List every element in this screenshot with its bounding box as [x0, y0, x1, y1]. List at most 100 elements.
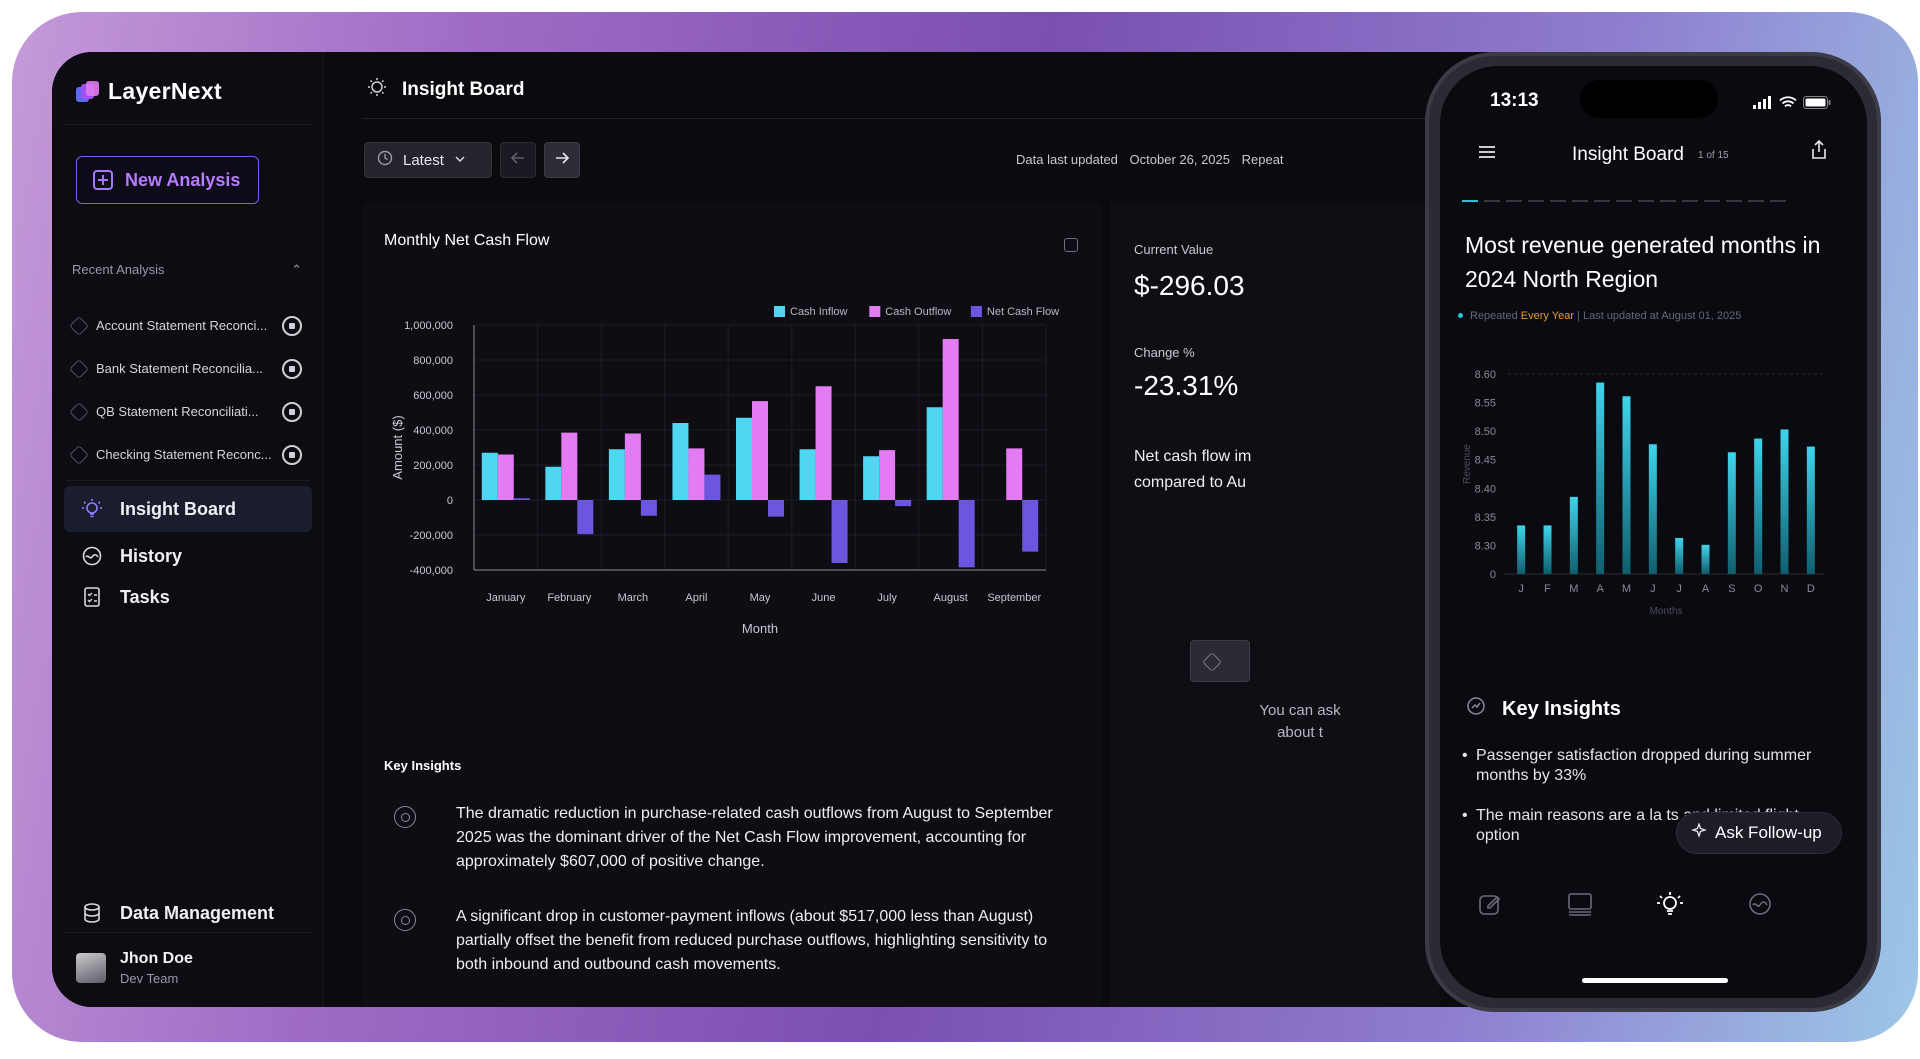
y-tick-label: 400,000	[413, 425, 453, 437]
nav-label: Data Management	[120, 902, 275, 923]
recent-item-label: Checking Statement Reconc...	[96, 447, 272, 462]
nav-insight-board[interactable]: Insight Board	[64, 486, 312, 532]
bar	[1701, 544, 1710, 574]
tab-insight-board[interactable]	[1650, 886, 1690, 926]
bar-cash-outflow	[561, 432, 578, 500]
new-analysis-button[interactable]: New Analysis	[76, 156, 259, 204]
wifi-icon	[1779, 96, 1797, 114]
insight-icon	[394, 909, 416, 931]
updated-date: October 26, 2025	[1129, 152, 1230, 167]
stop-icon[interactable]	[282, 401, 302, 422]
x-tick-label: May	[750, 592, 771, 604]
version-select[interactable]: Latest	[364, 142, 492, 178]
bar-net-cash-flow	[1022, 500, 1039, 552]
stop-icon[interactable]	[282, 358, 302, 379]
x-tick-label: F	[1544, 583, 1551, 595]
progress-segment	[1682, 200, 1698, 202]
bar-net-cash-flow	[958, 500, 975, 568]
x-tick-label: M	[1569, 583, 1578, 595]
user-profile[interactable]: Jhon Doe Dev Team	[76, 950, 193, 986]
chart-title: Monthly Net Cash Flow	[384, 232, 550, 249]
x-tick-label: August	[934, 592, 968, 604]
bar-cash-inflow	[863, 456, 880, 500]
progress-segment	[1594, 200, 1610, 202]
sparkle-icon	[1202, 652, 1222, 672]
x-axis-label: Months	[1650, 606, 1683, 617]
chevron-up-icon: ⌃	[291, 262, 302, 277]
stop-icon[interactable]	[282, 444, 302, 465]
ask-hint-line: about t	[1277, 724, 1323, 741]
recent-item[interactable]: Account Statement Reconci...	[69, 304, 302, 347]
progress-segment	[1748, 200, 1764, 202]
ask-button[interactable]	[1190, 640, 1250, 682]
nav-data-management[interactable]: Data Management	[64, 890, 312, 936]
insight-meta: Repeated Every Year | Last updated at Au…	[1457, 310, 1741, 322]
tab-bar	[1440, 872, 1867, 942]
y-tick-label: 8.60	[1475, 369, 1496, 381]
insight-item: A significant drop in customer-payment i…	[394, 905, 1054, 977]
bar	[1622, 396, 1631, 574]
share-icon[interactable]	[1810, 139, 1828, 165]
analysis-icon	[69, 315, 89, 336]
insight-icon	[1466, 696, 1486, 722]
app-name: LayerNext	[108, 78, 222, 104]
recent-item[interactable]: Bank Statement Reconcilia...	[69, 347, 302, 390]
recent-analysis-header[interactable]: Recent Analysis ⌃	[72, 262, 302, 278]
bar-net-cash-flow	[895, 500, 912, 507]
y-tick-label: 8.45	[1475, 455, 1496, 467]
expand-icon[interactable]	[1064, 238, 1078, 252]
progress-segment	[1572, 200, 1588, 202]
history-icon	[1747, 891, 1773, 922]
signal-icon	[1753, 96, 1773, 114]
tab-compose[interactable]	[1470, 886, 1510, 926]
sparkle-icon	[1690, 821, 1708, 844]
nav-tasks[interactable]: Tasks	[64, 574, 312, 620]
x-tick-label: June	[812, 592, 836, 604]
x-tick-label: January	[486, 592, 526, 604]
key-insights-title: Key Insights	[384, 758, 462, 773]
y-tick-label: 0	[447, 495, 453, 507]
user-name: Jhon Doe	[120, 950, 193, 967]
bar-cash-outflow	[879, 450, 896, 500]
insight-headline: Most revenue generated months in 2024 No…	[1465, 232, 1821, 292]
stop-icon[interactable]	[282, 315, 302, 336]
analysis-icon	[69, 358, 89, 379]
nav-history[interactable]: History	[64, 533, 312, 579]
recent-item[interactable]: QB Statement Reconciliati...	[69, 390, 302, 433]
ask-follow-up-button[interactable]: Ask Follow-up	[1676, 812, 1842, 854]
progress-segment	[1462, 200, 1478, 202]
tab-dashboard[interactable]	[1560, 886, 1600, 926]
y-axis-label: Amount ($)	[390, 415, 405, 479]
status-time: 13:13	[1490, 90, 1539, 111]
legend-label: Cash Outflow	[885, 306, 951, 318]
summary-note: Net cash flow im compared to Au	[1134, 444, 1434, 496]
bar-net-cash-flow	[768, 500, 784, 517]
menu-icon[interactable]	[1478, 144, 1496, 165]
monitor-icon	[1567, 891, 1593, 922]
plus-icon	[93, 170, 113, 190]
previous-button[interactable]	[500, 142, 536, 178]
current-value-label: Current Value	[1134, 242, 1214, 257]
bar-cash-outflow	[688, 448, 705, 500]
recent-item[interactable]: Checking Statement Reconc...	[69, 433, 302, 476]
y-tick-label: 8.30	[1475, 540, 1496, 552]
nav-label: Insight Board	[120, 498, 236, 519]
summary-note-line: Net cash flow im	[1134, 448, 1252, 465]
nav-label: Tasks	[120, 586, 170, 607]
legend-swatch	[869, 306, 881, 317]
x-tick-label: A	[1702, 583, 1710, 595]
phone-header: Insight Board 1 of 15	[1440, 136, 1867, 176]
recent-analysis-heading: Recent Analysis	[72, 262, 165, 277]
key-insights-heading: Key Insights	[1502, 697, 1621, 720]
x-tick-label: S	[1728, 583, 1735, 595]
app-logo[interactable]: LayerNext	[76, 78, 222, 105]
bar-cash-inflow	[736, 417, 752, 500]
home-indicator	[1582, 978, 1728, 983]
tab-history[interactable]	[1740, 886, 1780, 926]
y-axis-label: Revenue	[1462, 444, 1473, 484]
updated-label: Data last updated	[1016, 152, 1118, 167]
x-tick-label: February	[547, 592, 592, 604]
next-button[interactable]	[544, 142, 580, 178]
y-tick-label: 8.55	[1475, 398, 1496, 410]
analysis-icon	[69, 444, 89, 465]
